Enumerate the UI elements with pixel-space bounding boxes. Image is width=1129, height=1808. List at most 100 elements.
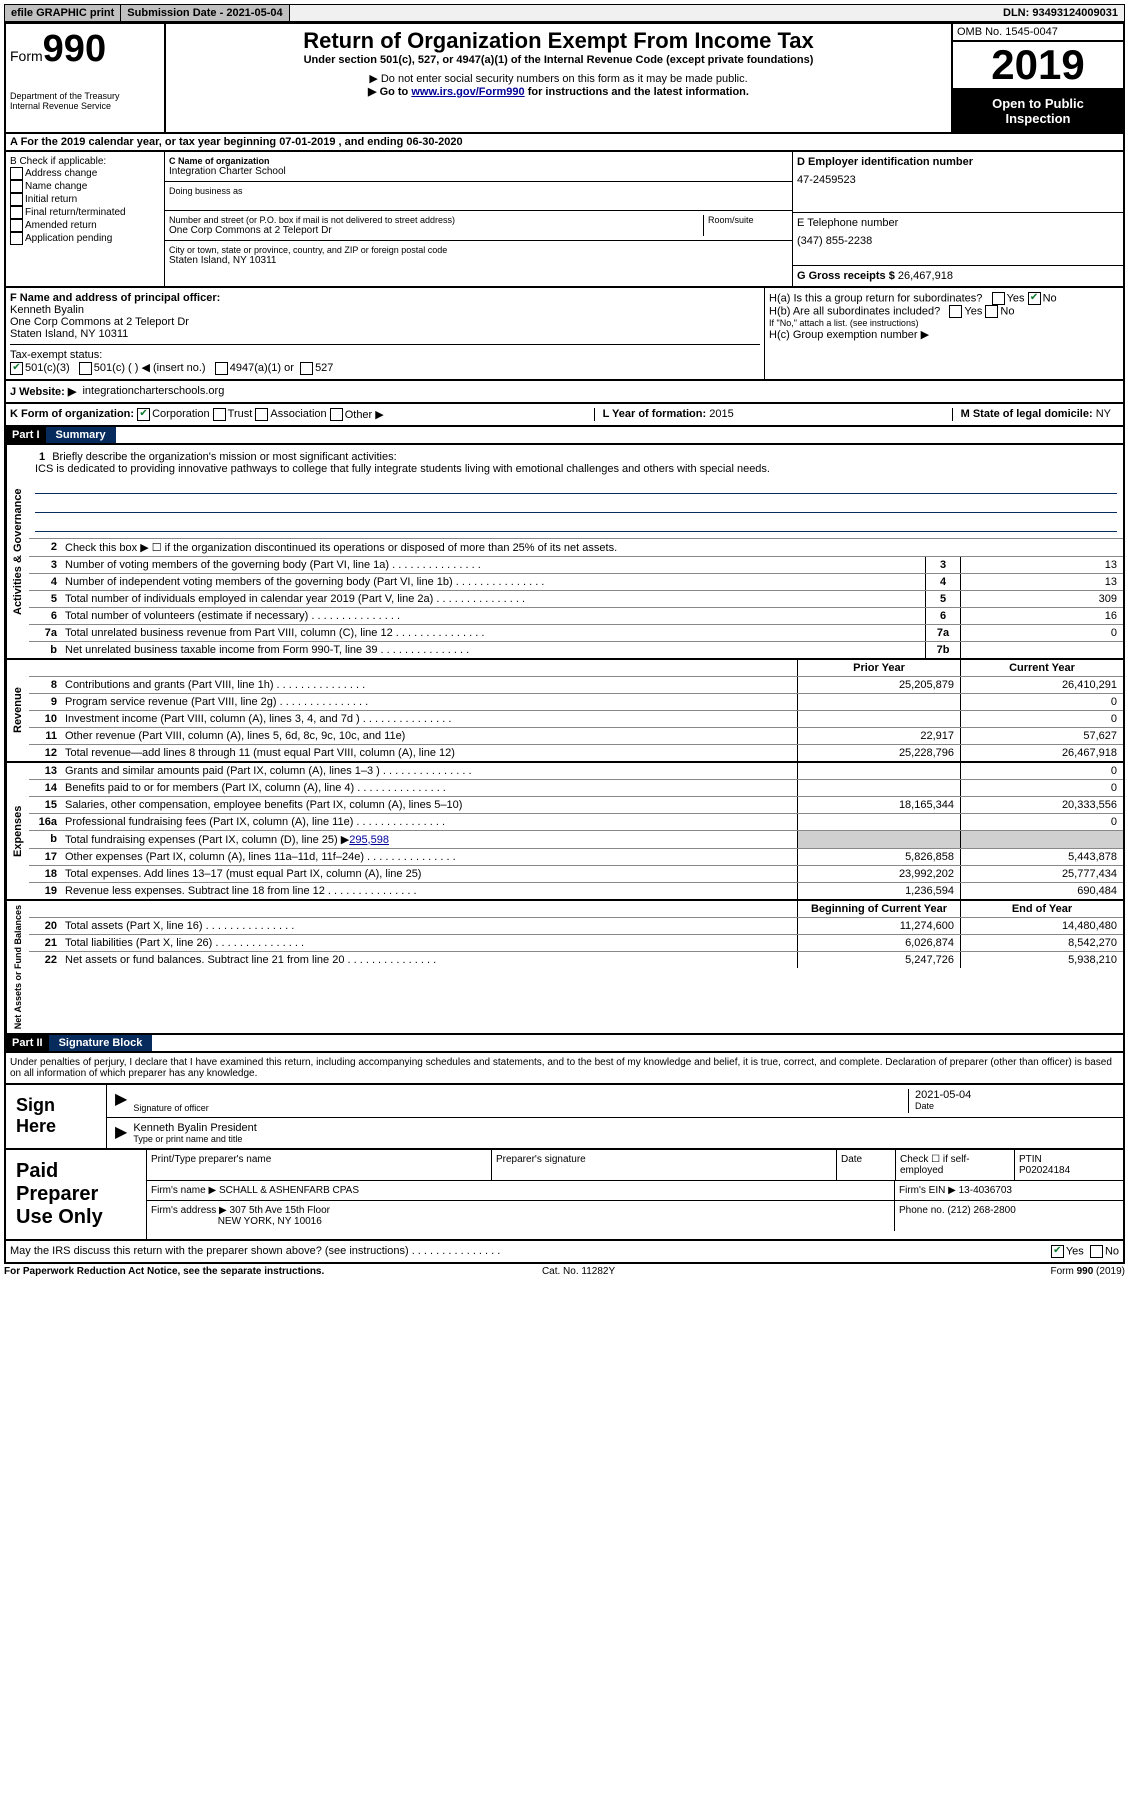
- cb-discuss-yes[interactable]: ✔: [1051, 1245, 1064, 1258]
- begin-year-hdr: Beginning of Current Year: [797, 901, 960, 917]
- val-3: 13: [960, 557, 1123, 573]
- dept-treasury: Department of the Treasury: [10, 91, 160, 101]
- cb-amended-return[interactable]: Amended return: [10, 219, 160, 232]
- cb-501c3[interactable]: ✔: [10, 362, 23, 375]
- revenue-section: Revenue Prior YearCurrent Year 8Contribu…: [4, 660, 1125, 763]
- line-10: Investment income (Part VIII, column (A)…: [61, 711, 797, 727]
- firm-phone-cell: Phone no. (212) 268-2800: [895, 1201, 1123, 1231]
- sign-here-block: Sign Here ▶Signature of officer2021-05-0…: [4, 1085, 1125, 1150]
- val-4: 13: [960, 574, 1123, 590]
- py-12: 25,228,796: [797, 745, 960, 761]
- part-1-label: Part I: [6, 427, 46, 443]
- hc-exemption: H(c) Group exemption number ▶: [769, 328, 1119, 341]
- py-18: 23,992,202: [797, 866, 960, 882]
- py-17: 5,826,858: [797, 849, 960, 865]
- sig-name: Kenneth Byalin President: [133, 1122, 257, 1134]
- ptin-cell: PTINP02024184: [1015, 1150, 1123, 1180]
- tax-status-label: Tax-exempt status:: [10, 349, 102, 361]
- tax-year: 2019: [953, 42, 1123, 90]
- cb-hb-yes[interactable]: [949, 305, 962, 318]
- dba-label: Doing business as: [169, 186, 788, 196]
- val-7a: 0: [960, 625, 1123, 641]
- line-20: Total assets (Part X, line 16): [61, 918, 797, 934]
- line-12: Total revenue—add lines 8 through 11 (mu…: [61, 745, 797, 761]
- cb-501c[interactable]: [79, 362, 92, 375]
- line-5: Total number of individuals employed in …: [61, 591, 925, 607]
- line-13: Grants and similar amounts paid (Part IX…: [61, 763, 797, 779]
- cb-trust[interactable]: [213, 408, 226, 421]
- cb-name-change[interactable]: Name change: [10, 180, 160, 193]
- py-9: [797, 694, 960, 710]
- gross-receipts-value: 26,467,918: [898, 270, 953, 282]
- dept-irs: Internal Revenue Service: [10, 101, 160, 111]
- footer-mid: Cat. No. 11282Y: [542, 1266, 615, 1277]
- ein-label: D Employer identification number: [797, 156, 1119, 168]
- py-14: [797, 780, 960, 796]
- cb-application-pending[interactable]: Application pending: [10, 232, 160, 245]
- line-8: Contributions and grants (Part VIII, lin…: [61, 677, 797, 693]
- state-domicile: M State of legal domicile: NY: [952, 408, 1119, 421]
- open-inspection: Open to PublicInspection: [953, 90, 1123, 132]
- part-2-bar: Part II Signature Block: [4, 1035, 1125, 1053]
- prep-sig-hdr: Preparer's signature: [492, 1150, 837, 1180]
- phone-value: (347) 855-2238: [797, 235, 1119, 247]
- py-15: 18,165,344: [797, 797, 960, 813]
- mission-text: ICS is dedicated to providing innovative…: [35, 463, 770, 475]
- form-header: Form990 Department of the Treasury Inter…: [4, 22, 1125, 134]
- ein-value: 47-2459523: [797, 174, 1119, 186]
- cy-12: 26,467,918: [960, 745, 1123, 761]
- cy-22: 5,938,210: [960, 952, 1123, 968]
- sig-name-label: Type or print name and title: [133, 1134, 257, 1144]
- vtab-net-assets: Net Assets or Fund Balances: [6, 901, 29, 1033]
- line-11: Other revenue (Part VIII, column (A), li…: [61, 728, 797, 744]
- cb-association[interactable]: [255, 408, 268, 421]
- top-toolbar: efile GRAPHIC print Submission Date - 20…: [4, 4, 1125, 22]
- irs-link[interactable]: www.irs.gov/Form990: [411, 86, 524, 98]
- sign-here-label: Sign Here: [6, 1085, 107, 1148]
- line-22: Net assets or fund balances. Subtract li…: [61, 952, 797, 968]
- py-21: 6,026,874: [797, 935, 960, 951]
- cb-hb-no[interactable]: [985, 305, 998, 318]
- cb-address-change[interactable]: Address change: [10, 167, 160, 180]
- website-value: integrationcharterschools.org: [82, 385, 224, 398]
- sig-officer-label: Signature of officer: [133, 1103, 908, 1113]
- street-address: One Corp Commons at 2 Teleport Dr: [169, 225, 703, 236]
- footer-left: For Paperwork Reduction Act Notice, see …: [4, 1266, 324, 1277]
- py-22: 5,247,726: [797, 952, 960, 968]
- hb-subordinates: H(b) Are all subordinates included? Yes …: [769, 305, 1119, 318]
- paid-preparer-label: Paid Preparer Use Only: [6, 1150, 147, 1239]
- cy-11: 57,627: [960, 728, 1123, 744]
- ha-group-return: H(a) Is this a group return for subordin…: [769, 292, 1119, 305]
- cb-527[interactable]: [300, 362, 313, 375]
- prior-year-hdr: Prior Year: [797, 660, 960, 676]
- py-10: [797, 711, 960, 727]
- cb-final-return[interactable]: Final return/terminated: [10, 206, 160, 219]
- paid-preparer-block: Paid Preparer Use Only Print/Type prepar…: [4, 1150, 1125, 1241]
- form-subtitle-3: ▶ Go to www.irs.gov/Form990 for instruct…: [170, 85, 947, 98]
- line-16b: Total fundraising expenses (Part IX, col…: [61, 831, 797, 848]
- prep-name-hdr: Print/Type preparer's name: [147, 1150, 492, 1180]
- cb-ha-no[interactable]: ✔: [1028, 292, 1041, 305]
- cy-13: 0: [960, 763, 1123, 779]
- year-formation: L Year of formation: 2015: [594, 408, 742, 421]
- officer-addr2: Staten Island, NY 10311: [10, 328, 760, 340]
- cy-20: 14,480,480: [960, 918, 1123, 934]
- cy-19: 690,484: [960, 883, 1123, 899]
- k-row: K Form of organization: ✔Corporation Tru…: [4, 404, 1125, 427]
- cb-other[interactable]: [330, 408, 343, 421]
- line-6: Total number of volunteers (estimate if …: [61, 608, 925, 624]
- gross-receipts-label: G Gross receipts $: [797, 270, 898, 282]
- discuss-text: May the IRS discuss this return with the…: [10, 1245, 500, 1258]
- efile-print-button[interactable]: efile GRAPHIC print: [5, 5, 121, 21]
- cb-4947[interactable]: [215, 362, 228, 375]
- cy-17: 5,443,878: [960, 849, 1123, 865]
- vtab-expenses: Expenses: [6, 763, 29, 899]
- cb-initial-return[interactable]: Initial return: [10, 193, 160, 206]
- cb-corporation[interactable]: ✔: [137, 408, 150, 421]
- firm-addr-cell: Firm's address ▶ 307 5th Ave 15th Floor …: [147, 1201, 895, 1231]
- py-20: 11,274,600: [797, 918, 960, 934]
- cb-discuss-no[interactable]: [1090, 1245, 1103, 1258]
- org-name-label: C Name of organization: [169, 156, 788, 166]
- cb-ha-yes[interactable]: [992, 292, 1005, 305]
- cy-21: 8,542,270: [960, 935, 1123, 951]
